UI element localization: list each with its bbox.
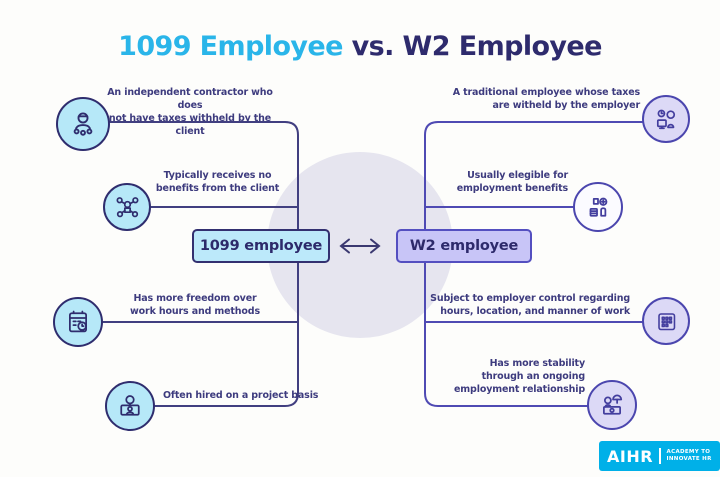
employment-benefits-icon xyxy=(589,197,608,217)
right-item-3-icon-circle xyxy=(642,297,690,345)
left-item-4-text: Often hired on a project basis xyxy=(163,390,319,401)
right-item-2-text: Usually elegible for employment benefits xyxy=(456,170,568,194)
title-highlight: 1099 Employee xyxy=(118,31,343,63)
left-bracket-line xyxy=(107,121,299,407)
no-benefits-network-icon xyxy=(116,196,138,217)
left-item-1-icon-circle xyxy=(56,97,110,151)
left-item-4-icon-circle xyxy=(105,381,155,431)
right-item-4-icon-circle xyxy=(587,380,637,430)
flexible-schedule-icon xyxy=(69,310,87,333)
right-item-4-text: Has more stability through an ongoing empl… xyxy=(454,358,585,395)
page-title: 1099 Employee vs. W2 Employee xyxy=(0,31,720,62)
right-bracket-line xyxy=(424,121,643,407)
stability-icon xyxy=(603,394,623,415)
aihr-logo-tagline: ACADEMY TO INNOVATE HR xyxy=(666,449,712,462)
left-item-2-text: Typically receives no benefits from the c… xyxy=(155,170,280,194)
employer-control-icon xyxy=(657,312,675,330)
left-item-2-icon-circle xyxy=(103,183,151,231)
project-basis-icon xyxy=(120,395,140,416)
right-item-3-text: Subject to employer control regarding hou… xyxy=(430,293,630,317)
right-item-2-icon-circle xyxy=(573,182,623,232)
box-w2-employee: W2 employee xyxy=(396,229,532,263)
left-item-1-text: An independent contractor who does not ha… xyxy=(107,87,273,137)
independent-contractor-icon xyxy=(73,112,93,136)
traditional-employee-icon xyxy=(656,109,675,129)
left-item-3-text: Has more freedom over work hours and meth… xyxy=(130,293,260,317)
left-item-3-icon-circle xyxy=(53,297,103,347)
right-item-1-icon-circle xyxy=(642,95,690,143)
box-1099-employee: 1099 employee xyxy=(192,229,330,263)
aihr-logo-divider xyxy=(659,448,661,464)
double-arrow-icon xyxy=(339,238,381,254)
title-rest: vs. W2 Employee xyxy=(342,31,603,63)
right-item-1-text: A traditional employee whose taxes are wi… xyxy=(452,87,640,111)
aihr-logo-brand: AIHR xyxy=(607,446,654,466)
aihr-logo: AIHR ACADEMY TO INNOVATE HR xyxy=(599,441,720,471)
